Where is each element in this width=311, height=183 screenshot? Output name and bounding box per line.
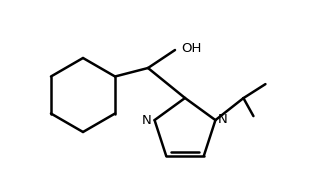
Text: N: N	[142, 114, 151, 127]
Text: OH: OH	[181, 42, 202, 55]
Text: N: N	[217, 113, 227, 126]
